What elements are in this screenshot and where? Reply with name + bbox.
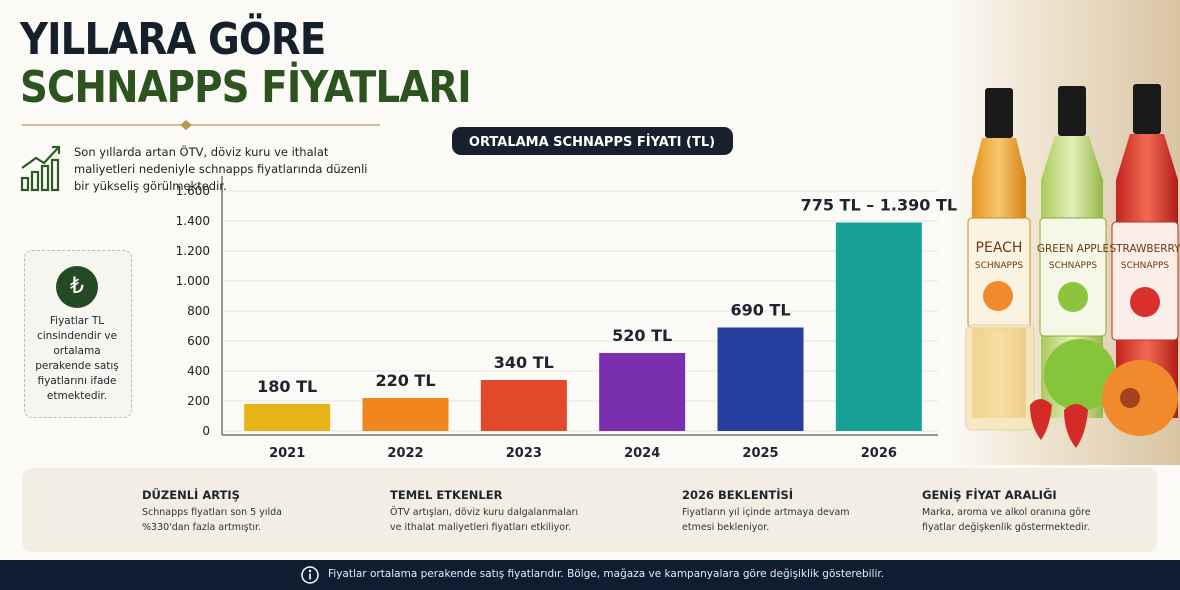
value-label: 340 TL	[494, 353, 554, 372]
bottle-label: SCHNAPPS	[1121, 261, 1170, 271]
info-icon	[301, 566, 319, 584]
note-icon: ₺	[56, 266, 98, 308]
y-tick-label: 1.200	[176, 244, 210, 258]
footer	[0, 560, 1180, 590]
note-text: Fiyatlar TL cinsindendir ve ortalama per…	[35, 315, 119, 402]
y-tick-label: 1.000	[176, 274, 210, 288]
intro-text: Son yıllarda artan ÖTV, döviz kuru ve it…	[74, 145, 368, 193]
card-text: Marka, aroma ve alkol oranına göre fiyat…	[922, 507, 1091, 533]
x-tick-label: 2024	[624, 446, 660, 461]
glass	[965, 324, 1035, 431]
footer-text: Fiyatlar ortalama perakende satış fiyatl…	[328, 568, 885, 580]
bar	[480, 380, 567, 431]
value-label: 180 TL	[257, 377, 317, 396]
ornament	[180, 120, 192, 130]
card-text: Schnapps fiyatları son 5 yılda %330'dan …	[142, 507, 282, 533]
x-tick-label: 2023	[506, 446, 542, 461]
bottle-label: SCHNAPPS	[1049, 261, 1098, 271]
bar	[835, 222, 922, 431]
x-tick-label: 2021	[269, 446, 305, 461]
y-tick-label: 600	[187, 334, 210, 348]
growth-icon	[20, 145, 61, 192]
y-tick-label: 200	[187, 394, 210, 408]
bottle-label: GREEN APPLE	[1037, 243, 1109, 255]
value-label: 220 TL	[375, 371, 435, 390]
strawberry	[1030, 399, 1052, 440]
bar	[244, 404, 331, 431]
y-tick-label: 400	[187, 364, 210, 378]
chart-title: ORTALAMA SCHNAPPS FİYATI (TL)	[469, 134, 715, 150]
strawberry	[1064, 404, 1088, 448]
apple	[1044, 339, 1116, 411]
x-tick-label: 2022	[387, 446, 423, 461]
title-line: YILLARA GÖRE	[20, 14, 326, 65]
title-line: SCHNAPPS FİYATLARI	[20, 62, 472, 113]
bottle	[1111, 84, 1179, 418]
bar	[717, 327, 804, 431]
bottle	[1039, 86, 1107, 418]
bar	[362, 398, 449, 431]
y-tick-label: 0	[202, 424, 210, 438]
card-title: GENİŞ FİYAT ARALIĞI	[922, 488, 1057, 502]
x-tick-label: 2025	[742, 446, 778, 461]
value-label: 690 TL	[730, 301, 790, 320]
chart-title-pill	[452, 127, 733, 155]
card-title: DÜZENLİ ARTIŞ	[142, 488, 240, 502]
card-title: 2026 BEKLENTİSİ	[682, 488, 794, 502]
x-tick-label: 2026	[861, 446, 897, 461]
bottle-label: SCHNAPPS	[975, 261, 1024, 271]
value-label: 520 TL	[612, 326, 672, 345]
bottle-label: PEACH	[976, 240, 1023, 256]
value-label: 775 TL – 1.390 TL	[801, 196, 958, 215]
card-text: ÖTV artışları, döviz kuru dalgalanmaları…	[390, 507, 579, 533]
card-title: TEMEL ETKENLER	[390, 488, 503, 502]
chart: ORTALAMA SCHNAPPS FİYATI (TL) 0 200 400 600…	[176, 127, 958, 461]
bottle-label: STRAWBERRY	[1109, 243, 1180, 255]
card-text: Fiyatların yıl içinde artmaya devam etme…	[682, 507, 850, 533]
y-tick-label: 1.600	[176, 184, 210, 198]
bar	[599, 353, 686, 431]
y-tick-label: 800	[187, 304, 210, 318]
y-tick-label: 1.400	[176, 214, 210, 228]
cards-panel	[22, 468, 1157, 552]
